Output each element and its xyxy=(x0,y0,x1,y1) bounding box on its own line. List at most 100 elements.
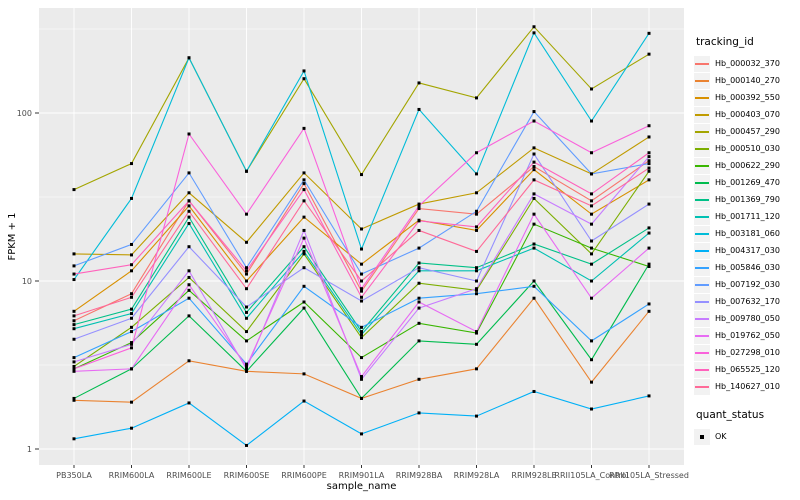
legend-item-Hb_007632_170: Hb_007632_170 xyxy=(694,293,800,310)
legend-title-tracking-id: tracking_id xyxy=(696,36,754,48)
data-point xyxy=(532,279,536,283)
data-point xyxy=(360,356,363,360)
legend-item-quant-ok: OK xyxy=(694,428,800,445)
data-point xyxy=(647,231,651,235)
data-point xyxy=(245,330,248,334)
data-point xyxy=(417,246,421,250)
data-point xyxy=(475,228,478,232)
series-color-line-icon xyxy=(695,232,709,235)
series-color-line-icon xyxy=(695,300,709,303)
data-point xyxy=(187,221,191,225)
data-point xyxy=(647,135,651,139)
x-tick-label: RRIM928LA xyxy=(454,471,500,480)
data-point xyxy=(187,283,191,287)
data-point xyxy=(417,204,421,208)
data-point xyxy=(72,264,76,268)
data-point xyxy=(72,396,76,400)
y-axis-title: FPKM + 1 xyxy=(7,212,18,261)
series-color-line-icon xyxy=(695,130,709,133)
legend-item-Hb_003181_060: Hb_003181_060 xyxy=(694,225,800,242)
data-point xyxy=(245,316,248,320)
data-point xyxy=(417,261,421,265)
data-point xyxy=(417,81,421,85)
legend-items: Hb_000032_370 Hb_000140_270 Hb_000392_550 H… xyxy=(694,55,800,395)
data-point xyxy=(475,367,478,371)
data-point xyxy=(187,204,191,208)
data-point xyxy=(187,215,191,219)
series-color-line-icon xyxy=(695,79,709,82)
data-point xyxy=(130,292,133,296)
data-point xyxy=(302,306,306,310)
data-point xyxy=(302,182,306,186)
y-tick-label: 10 xyxy=(22,277,32,286)
data-point xyxy=(72,337,76,341)
legend-item-Hb_027298_010: Hb_027298_010 xyxy=(694,344,800,361)
data-point xyxy=(245,443,248,447)
data-point xyxy=(475,225,478,229)
series-color-line-icon xyxy=(695,385,709,388)
data-point xyxy=(647,246,651,250)
data-point xyxy=(475,288,478,292)
data-point xyxy=(475,269,478,273)
data-point xyxy=(360,396,363,400)
data-point xyxy=(72,369,76,373)
data-point xyxy=(532,242,536,246)
data-point xyxy=(475,292,478,296)
data-point xyxy=(475,172,478,176)
data-point xyxy=(647,226,651,230)
data-point xyxy=(590,87,593,91)
data-point xyxy=(72,360,76,364)
data-point xyxy=(590,222,593,226)
data-point xyxy=(302,199,306,203)
data-point xyxy=(475,209,478,213)
legend-item-Hb_000510_030: Hb_000510_030 xyxy=(694,140,800,157)
data-point xyxy=(590,279,593,283)
data-point xyxy=(590,119,593,123)
series-color-line-icon xyxy=(695,147,709,150)
legend-item-label: Hb_000403_070 xyxy=(715,110,780,119)
data-point xyxy=(245,266,248,270)
legend-item-Hb_000140_270: Hb_000140_270 xyxy=(694,72,800,89)
data-point xyxy=(360,262,363,266)
legend-item-Hb_019762_050: Hb_019762_050 xyxy=(694,327,800,344)
data-point xyxy=(647,155,651,159)
data-point xyxy=(417,296,421,300)
data-point xyxy=(245,279,248,283)
series-color-line-icon xyxy=(695,215,709,218)
data-point xyxy=(130,367,133,371)
data-point xyxy=(475,212,478,216)
data-point xyxy=(302,266,306,270)
data-point xyxy=(647,162,651,166)
data-point xyxy=(475,266,478,270)
data-point xyxy=(130,269,133,273)
data-point xyxy=(302,69,306,73)
data-point xyxy=(360,333,363,337)
data-point xyxy=(72,327,76,331)
legend-item-Hb_001711_120: Hb_001711_120 xyxy=(694,208,800,225)
data-point xyxy=(72,278,76,282)
series-color-line-icon xyxy=(695,266,709,269)
legend-item-label: Hb_003181_060 xyxy=(715,229,780,238)
data-point xyxy=(72,356,76,360)
data-point xyxy=(302,228,306,232)
data-point xyxy=(590,204,593,208)
black-square-marker-icon xyxy=(700,434,704,439)
series-color-line-icon xyxy=(695,198,709,201)
data-point xyxy=(187,288,191,292)
x-axis-title: sample_name xyxy=(326,481,397,492)
data-point xyxy=(72,437,76,441)
data-point xyxy=(187,401,191,405)
data-point xyxy=(187,275,191,279)
x-tick-label: PB350LA xyxy=(56,471,92,480)
data-point xyxy=(647,264,651,268)
data-point xyxy=(590,246,593,250)
data-point xyxy=(532,152,536,156)
data-point xyxy=(417,281,421,285)
data-point xyxy=(417,266,421,270)
data-point xyxy=(360,272,363,276)
data-point xyxy=(360,227,363,231)
data-point xyxy=(72,272,76,276)
data-point xyxy=(647,124,651,128)
data-point xyxy=(417,300,421,304)
data-point xyxy=(590,192,593,196)
